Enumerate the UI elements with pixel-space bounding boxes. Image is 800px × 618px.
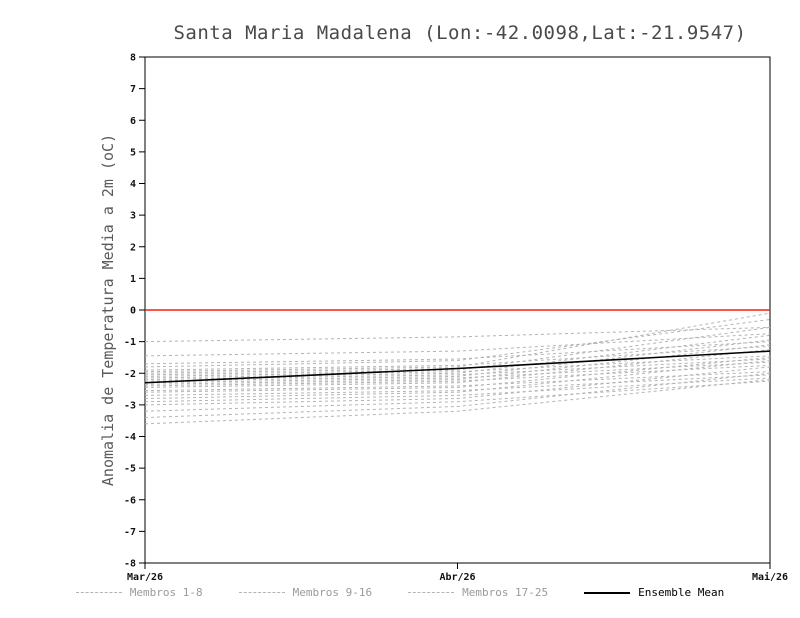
y-tick-label: 6 bbox=[130, 116, 136, 127]
ensemble-member-line bbox=[144, 366, 771, 406]
y-tick-label: -1 bbox=[124, 337, 136, 348]
solid-line-sample bbox=[584, 591, 631, 594]
ensemble-member-line bbox=[144, 371, 771, 392]
legend-label: Membros 1-8 bbox=[129, 586, 203, 599]
x-tick-label: Mar/26 bbox=[127, 572, 163, 583]
dashed-line-sample bbox=[238, 592, 285, 593]
legend-label: Ensemble Mean bbox=[638, 586, 725, 599]
y-tick-label: -2 bbox=[124, 369, 136, 380]
ensemble-member-line bbox=[144, 360, 771, 400]
chart-title: Santa Maria Madalena (Lon:-42.0098,Lat:-… bbox=[173, 22, 747, 44]
legend-item-members-17-25: Membros 17-25 bbox=[408, 586, 548, 599]
y-tick-label: 0 bbox=[130, 306, 136, 317]
ensemble-member-line bbox=[144, 349, 771, 388]
legend: Membros 1-8 Membros 9-16 Membros 17-25 E… bbox=[0, 586, 800, 599]
ensemble-member-line bbox=[144, 333, 771, 357]
y-tick-label: 7 bbox=[130, 84, 136, 95]
dashed-line-sample bbox=[408, 592, 455, 593]
y-tick-label: -7 bbox=[124, 527, 136, 538]
ensemble-member-line bbox=[144, 312, 771, 373]
ensemble-member-line bbox=[144, 379, 771, 425]
y-tick-label: -4 bbox=[124, 432, 136, 443]
y-tick-label: -3 bbox=[124, 400, 136, 411]
ensemble-member-line bbox=[144, 374, 771, 396]
dashed-line-sample bbox=[75, 592, 122, 593]
ensemble-member-line bbox=[144, 364, 771, 387]
ensemble-member-line bbox=[144, 372, 771, 419]
ensemble-member-line bbox=[144, 326, 771, 376]
ensemble-member-line bbox=[144, 356, 771, 393]
legend-label: Membros 9-16 bbox=[292, 586, 373, 599]
ensemble-mean-line bbox=[144, 350, 771, 384]
legend-label: Membros 17-25 bbox=[462, 586, 549, 599]
ensemble-member-line bbox=[144, 361, 771, 384]
ensemble-member-line bbox=[144, 345, 771, 371]
y-tick-label: 4 bbox=[130, 179, 136, 190]
x-tick-label: Mai/26 bbox=[752, 571, 788, 583]
ensemble-member-line bbox=[144, 326, 771, 343]
ensemble-member-line bbox=[144, 380, 771, 412]
y-tick-label: 5 bbox=[130, 147, 136, 158]
legend-item-members-1-8: Membros 1-8 bbox=[75, 586, 203, 599]
y-tick-label: -6 bbox=[124, 495, 136, 506]
ensemble-member-line bbox=[144, 377, 771, 403]
y-tick-label: 8 bbox=[130, 53, 136, 64]
ensemble-member-line bbox=[144, 355, 771, 377]
ensemble-member-line bbox=[144, 334, 771, 379]
y-tick-label: 2 bbox=[130, 242, 136, 253]
y-tick-label: -8 bbox=[124, 559, 136, 570]
y-tick-label: 3 bbox=[130, 211, 136, 222]
ensemble-member-line bbox=[144, 339, 771, 382]
legend-item-ensemble-mean: Ensemble Mean bbox=[584, 586, 724, 599]
ensemble-member-line bbox=[144, 341, 771, 365]
y-tick-label: -5 bbox=[124, 464, 136, 475]
x-tick-label: Abr/26 bbox=[439, 572, 475, 583]
legend-item-members-9-16: Membros 9-16 bbox=[238, 586, 373, 599]
y-tick-label: 1 bbox=[130, 274, 136, 285]
ensemble-member-line bbox=[144, 318, 771, 368]
